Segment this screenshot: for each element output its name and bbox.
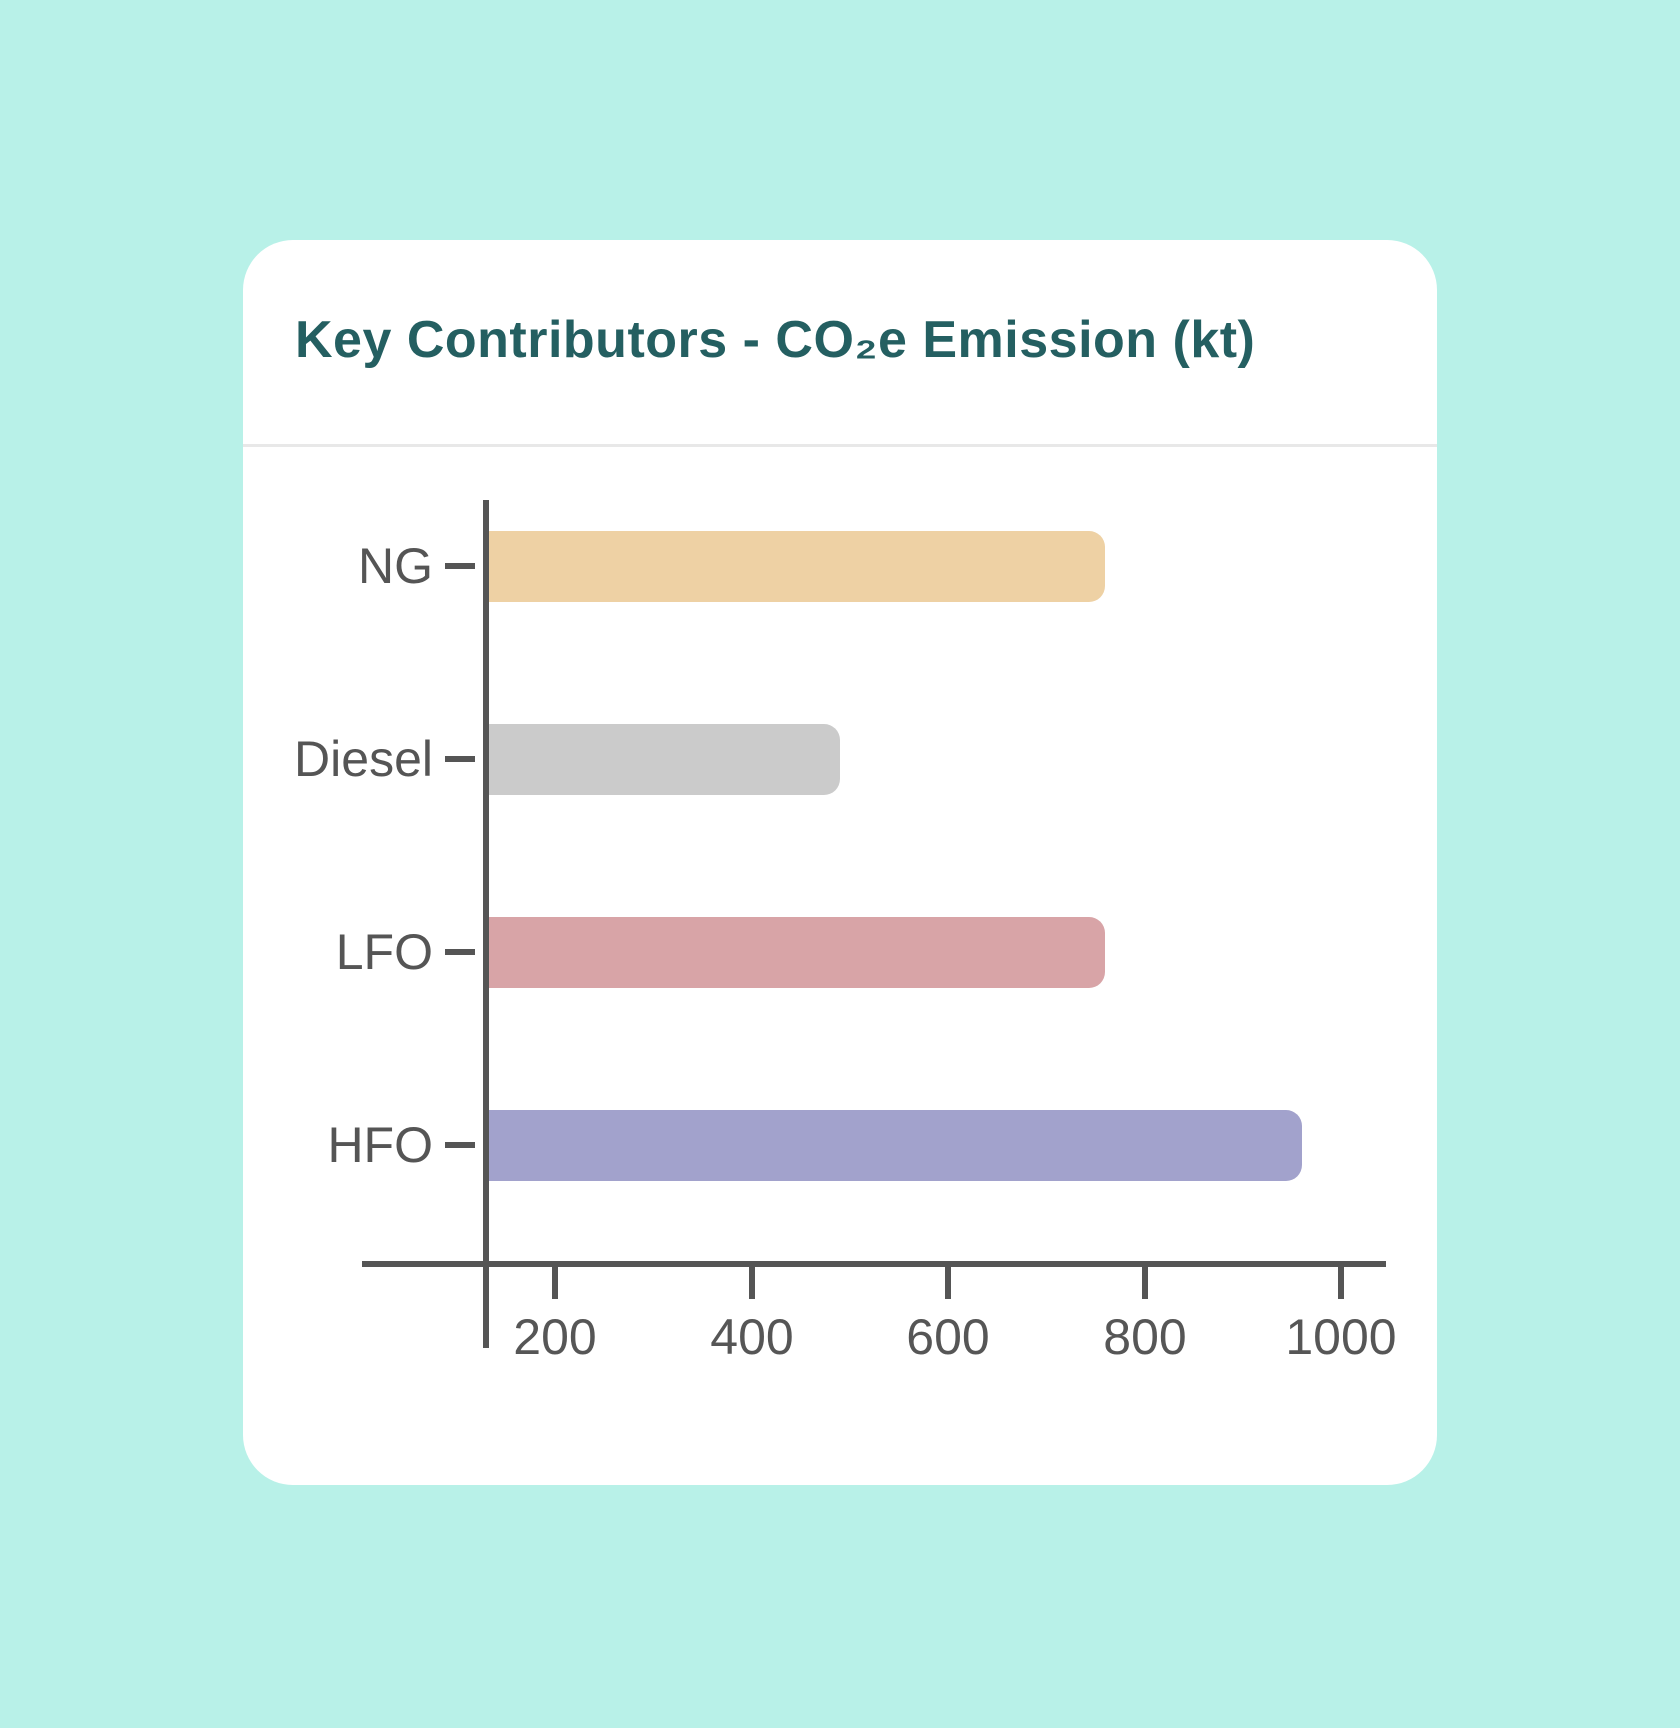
y-axis-line xyxy=(483,500,489,1348)
y-label-diesel: Diesel xyxy=(294,730,433,787)
chart-card: Key Contributors - CO₂e Emission (kt) NG… xyxy=(243,240,1437,1485)
y-tick-ng xyxy=(445,563,475,569)
y-tick-hfo xyxy=(445,1142,475,1148)
x-tick-600 xyxy=(945,1267,951,1299)
bar-ng xyxy=(483,530,1105,602)
title-divider xyxy=(243,444,1437,447)
x-tick-1000 xyxy=(1338,1267,1344,1299)
bar-hfo xyxy=(483,1109,1302,1181)
x-tick-label-800: 800 xyxy=(1103,1309,1187,1365)
chart-title: Key Contributors - CO₂e Emission (kt) xyxy=(295,311,1256,369)
bar-lfo xyxy=(483,916,1105,988)
x-tick-label-600: 600 xyxy=(906,1309,990,1365)
x-axis-line xyxy=(362,1261,1386,1267)
y-label-hfo: HFO xyxy=(327,1116,433,1173)
x-tick-200 xyxy=(552,1267,558,1299)
y-label-lfo: LFO xyxy=(335,923,433,980)
x-tick-label-1000: 1000 xyxy=(1285,1309,1397,1365)
x-tick-label-400: 400 xyxy=(710,1309,794,1365)
x-tick-label-200: 200 xyxy=(513,1309,597,1365)
y-label-ng: NG xyxy=(358,537,433,594)
x-tick-400 xyxy=(749,1267,755,1299)
y-tick-diesel xyxy=(445,756,475,762)
y-tick-lfo xyxy=(445,949,475,955)
x-tick-800 xyxy=(1142,1267,1148,1299)
bar-chart: NG Diesel LFO HFO 200 400 600 800 1000 xyxy=(243,240,1437,1485)
bar-diesel xyxy=(483,723,840,795)
